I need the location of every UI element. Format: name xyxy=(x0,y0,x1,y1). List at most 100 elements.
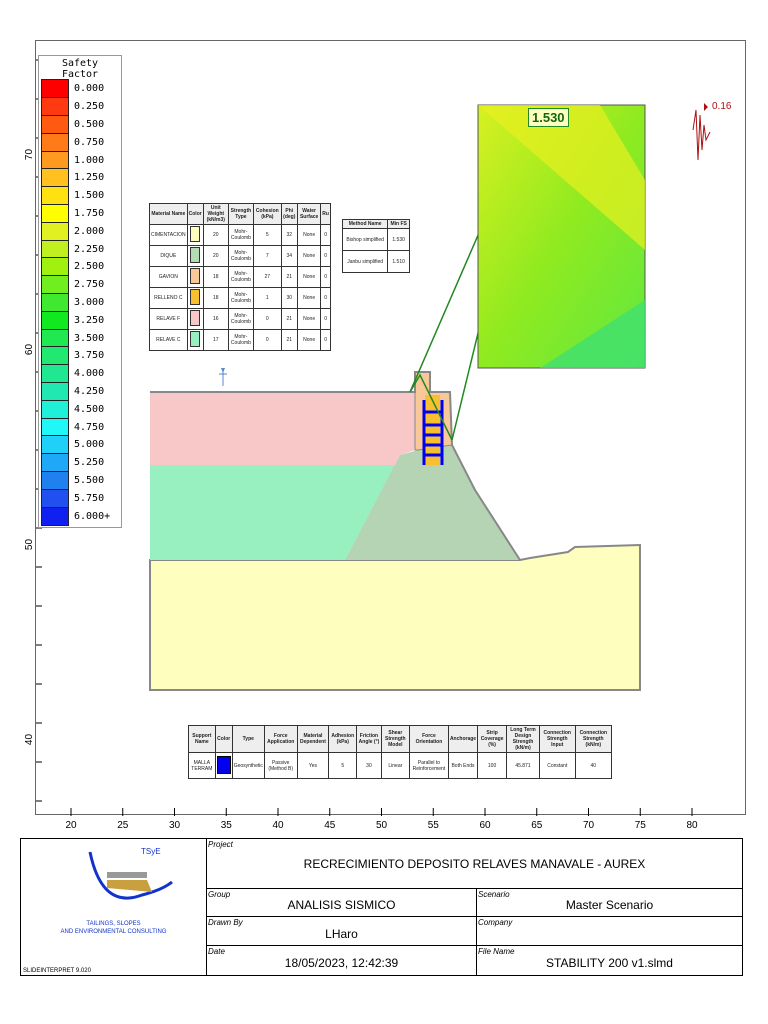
title-block: TSyE TAILINGS, SLOPES AND ENVIRONMENTAL … xyxy=(20,838,743,976)
legend-value: 3.250 xyxy=(74,314,105,326)
method-row: Janbu simplified 1.510 xyxy=(341,250,410,273)
cell-uw: 16 xyxy=(202,308,229,330)
x-tick-label: 40 xyxy=(272,820,284,831)
drawn-label: Drawn By xyxy=(208,918,243,927)
cell-uw: 20 xyxy=(202,224,229,246)
x-tick-label: 65 xyxy=(531,820,543,831)
y-tick-label: 60 xyxy=(24,343,36,356)
column-header: Method Name xyxy=(341,219,389,229)
column-header: Strength Type xyxy=(227,203,255,225)
material-color-swatch xyxy=(190,310,201,326)
support-cell: MALLA TERRAM xyxy=(188,752,216,779)
cell-ws: None xyxy=(296,329,322,351)
column-header: Material Name xyxy=(149,203,188,225)
legend-swatch xyxy=(41,132,69,152)
legend-value: 1.250 xyxy=(74,172,105,184)
material-color-swatch xyxy=(190,331,201,347)
column-header: Type xyxy=(231,725,265,753)
legend-entry: 2.000 xyxy=(41,221,119,241)
x-tick-label: 80 xyxy=(686,820,698,831)
legend-value: 3.000 xyxy=(74,296,105,308)
model-canvas xyxy=(36,59,711,816)
legend-entry: 0.500 xyxy=(41,115,119,134)
y-tick-label: 50 xyxy=(24,538,36,551)
legend-value: 5.000 xyxy=(74,439,105,451)
material-color-swatch xyxy=(190,247,201,263)
legend-entry: 3.500 xyxy=(41,328,119,348)
column-header: Connection Strength Input xyxy=(538,725,576,753)
material-color-swatch xyxy=(190,289,201,305)
cell-fs: 1.510 xyxy=(387,250,410,273)
legend-value: 2.750 xyxy=(74,279,105,291)
legend-entry: 3.750 xyxy=(41,346,119,366)
date-label: Date xyxy=(208,947,225,956)
support-cell: Parallel to Reinforcement xyxy=(408,752,449,779)
column-header: Color xyxy=(214,725,233,753)
column-header: Unit Weight (kN/m3) xyxy=(202,203,229,225)
legend-swatch xyxy=(41,399,69,419)
legend-entry: 1.250 xyxy=(41,168,119,188)
cell-phi: 21 xyxy=(280,266,298,288)
company-line: AND ENVIRONMENTAL CONSULTING xyxy=(60,929,167,935)
legend-entry: 4.500 xyxy=(41,399,119,419)
region-relave-c xyxy=(150,465,395,560)
legend-entry: 3.250 xyxy=(41,310,119,330)
region-relave-f xyxy=(150,392,415,465)
cell-type: Mohr-Coulomb xyxy=(227,245,255,267)
file-value: STABILITY 200 v1.slmd xyxy=(546,956,673,970)
seismic-coefficient: 0.16 xyxy=(712,101,732,112)
drawn-value: LHaro xyxy=(325,927,358,941)
support-cell: 100 xyxy=(477,752,508,779)
cell-ws: None xyxy=(296,245,322,267)
legend-entry: 6.000+ xyxy=(41,506,119,526)
legend-swatch xyxy=(41,275,69,295)
x-axis-ticks xyxy=(70,808,693,816)
legend-swatch xyxy=(41,150,69,170)
cell-c: 27 xyxy=(253,266,282,288)
support-cell: Linear xyxy=(380,752,410,779)
region-dique xyxy=(345,445,520,560)
cell-ws: None xyxy=(296,287,322,309)
legend-entry: 2.250 xyxy=(41,239,119,259)
cell-name: Bishop simplified xyxy=(341,228,389,251)
column-header: Min FS xyxy=(387,219,410,229)
methods-table: Method Name Min FS Bishop simplified 1.530 J… xyxy=(341,219,410,273)
column-header: Connection Strength (kN/m) xyxy=(574,725,613,753)
logo-cell: TSyE TAILINGS, SLOPES AND ENVIRONMENTAL … xyxy=(20,838,207,976)
cell-uw: 20 xyxy=(202,245,229,267)
column-header: Cohesion (kPa) xyxy=(253,203,282,225)
cell-name: RELAVE C xyxy=(149,329,188,351)
cell-ws: None xyxy=(296,266,322,288)
legend-value: 0.000 xyxy=(74,83,105,95)
cell-ru: 0 xyxy=(320,224,331,246)
materials-table: Material Name Color Unit Weight (kN/m3) Str… xyxy=(149,203,331,351)
support-cell: Constant xyxy=(538,752,576,779)
company-label: Company xyxy=(478,918,513,927)
legend-swatch xyxy=(41,203,69,223)
legend-entry: 0.250 xyxy=(41,97,119,117)
material-color-swatch xyxy=(190,226,201,242)
logo-text: TSyE xyxy=(141,847,161,856)
legend-entry: 4.750 xyxy=(41,417,119,437)
column-header: Water Surface xyxy=(296,203,322,225)
legend-entry: 5.500 xyxy=(41,470,119,490)
seismic-icon xyxy=(692,109,711,161)
legend-value: 0.500 xyxy=(74,118,105,130)
column-header: Phi (deg) xyxy=(280,203,298,225)
company-line: TAILINGS, SLOPES xyxy=(86,921,141,927)
legend-entry: 5.000 xyxy=(41,435,119,455)
cell-c: 7 xyxy=(253,245,282,267)
date-value: 18/05/2023, 12:42:39 xyxy=(284,956,399,970)
legend-entry: 1.500 xyxy=(41,186,119,206)
project-name: RECRECIMIENTO DEPOSITO RELAVES MANAVALE … xyxy=(303,857,646,871)
cell-uw: 18 xyxy=(202,287,229,309)
cell-type: Mohr-Coulomb xyxy=(227,224,255,246)
min-fs-label: 1.530 xyxy=(528,108,569,127)
legend-entry: 1.750 xyxy=(41,203,119,223)
cell-phi: 32 xyxy=(280,224,298,246)
cell-phi: 34 xyxy=(280,245,298,267)
y-tick-label: 40 xyxy=(24,733,36,746)
column-header: Friction Angle (°) xyxy=(356,725,382,753)
column-header: Color xyxy=(186,203,204,225)
column-header: Anchorage xyxy=(447,725,479,753)
